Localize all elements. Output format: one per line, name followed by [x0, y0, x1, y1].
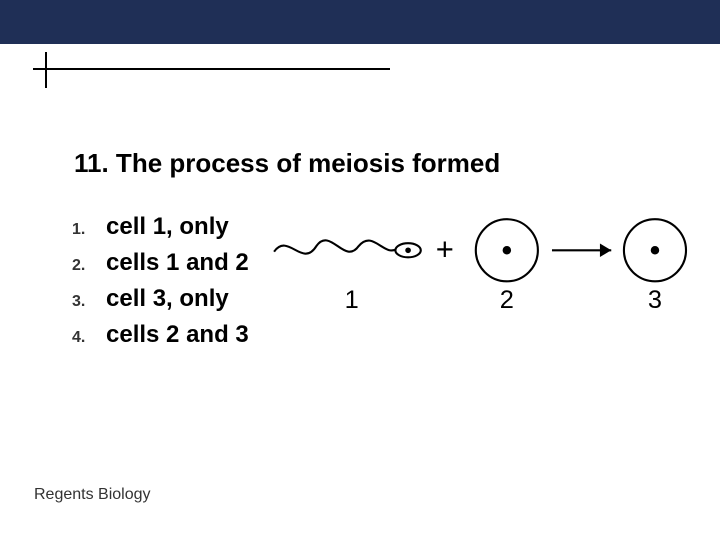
cell-diagram: 1 2 3 + [249, 213, 690, 333]
cross-tick-vertical [45, 56, 47, 80]
option-text: cells 1 and 2 [106, 249, 249, 277]
title-rule [0, 44, 720, 90]
list-item: 1. cell 1, only [72, 213, 249, 241]
horizontal-rule [45, 68, 390, 70]
option-text: cells 2 and 3 [106, 321, 249, 349]
option-number: 1. [72, 221, 106, 239]
question-row: 11. The process of meiosis formed [0, 90, 720, 179]
svg-text:1: 1 [344, 286, 358, 314]
list-item: 4. cells 2 and 3 [72, 321, 249, 349]
option-number: 3. [72, 293, 106, 311]
list-item: 3. cell 3, only [72, 285, 249, 313]
svg-text:+: + [435, 232, 453, 267]
option-text: cell 3, only [106, 285, 229, 313]
option-number: 4. [72, 329, 106, 347]
question-text: 11. The process of meiosis formed [74, 148, 500, 178]
svg-text:2: 2 [500, 286, 514, 314]
options-list: 1. cell 1, only 2. cells 1 and 2 3. cell… [72, 213, 249, 357]
diagram-svg: 1 2 3 + [267, 215, 690, 328]
list-item: 2. cells 1 and 2 [72, 249, 249, 277]
option-number: 2. [72, 257, 106, 275]
footer-text: Regents Biology [34, 486, 151, 504]
svg-text:3: 3 [648, 286, 662, 314]
top-color-bar [0, 0, 720, 44]
option-text: cell 1, only [106, 213, 229, 241]
content-row: 1. cell 1, only 2. cells 1 and 2 3. cell… [0, 179, 720, 357]
